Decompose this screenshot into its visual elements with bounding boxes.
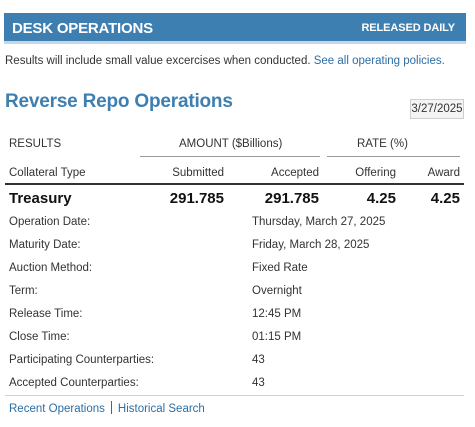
col-accepted: Accepted [271,167,319,179]
col-submitted: Submitted [172,167,224,179]
detail-value: Overnight [252,285,302,297]
section-title: Reverse Repo Operations [5,91,233,112]
award-rate: 4.25 [430,190,460,207]
detail-value: 43 [252,377,265,389]
detail-value: Fixed Rate [252,262,308,274]
detail-value: Thursday, March 27, 2025 [252,216,386,228]
col-collateral-type: Collateral Type [9,167,86,179]
detail-value: Friday, March 28, 2025 [252,239,370,251]
detail-label: Release Time: [9,308,83,320]
footer-separator [110,401,112,414]
collateral-treasury: Treasury [9,190,72,207]
details-bottom-divider [5,395,464,396]
detail-label: Close Time: [9,331,70,343]
footer-links: Recent Operations Historical Search [9,401,205,415]
operation-date-badge: 3/27/2025 [410,99,464,119]
operating-policies-link[interactable]: See all operating policies. [313,55,445,67]
recent-operations-link[interactable]: Recent Operations [9,403,105,415]
table-header-divider [5,183,464,185]
amount-group-header: AMOUNT ($Billions) [179,138,283,150]
intro-text: Results will include small value excerci… [5,55,445,67]
submitted-amount: 291.785 [169,190,224,207]
amount-group-underline [140,156,320,157]
historical-search-link[interactable]: Historical Search [117,403,205,415]
results-group-header: RESULTS [9,138,62,150]
detail-label: Operation Date: [9,216,91,228]
detail-value: 01:15 PM [252,331,302,343]
col-award: Award [427,167,460,179]
detail-label: Auction Method: [9,262,93,274]
rate-group-underline [327,156,460,157]
offering-rate: 4.25 [366,190,396,207]
header-title: DESK OPERATIONS [12,20,153,37]
detail-label: Participating Counterparties: [9,354,155,366]
detail-label: Accepted Counterparties: [9,377,139,389]
detail-label: Term: [9,285,38,297]
detail-label: Maturity Date: [9,239,81,251]
released-daily-badge: RELEASED DAILY [361,22,455,34]
header-bar: DESK OPERATIONS RELEASED DAILY [4,13,466,44]
detail-value: 43 [252,354,265,366]
rate-group-header: RATE (%) [357,138,408,150]
intro-note: Results will include small value excerci… [5,55,314,67]
accepted-amount: 291.785 [264,190,319,207]
col-offering: Offering [355,167,396,179]
detail-value: 12:45 PM [252,308,302,320]
